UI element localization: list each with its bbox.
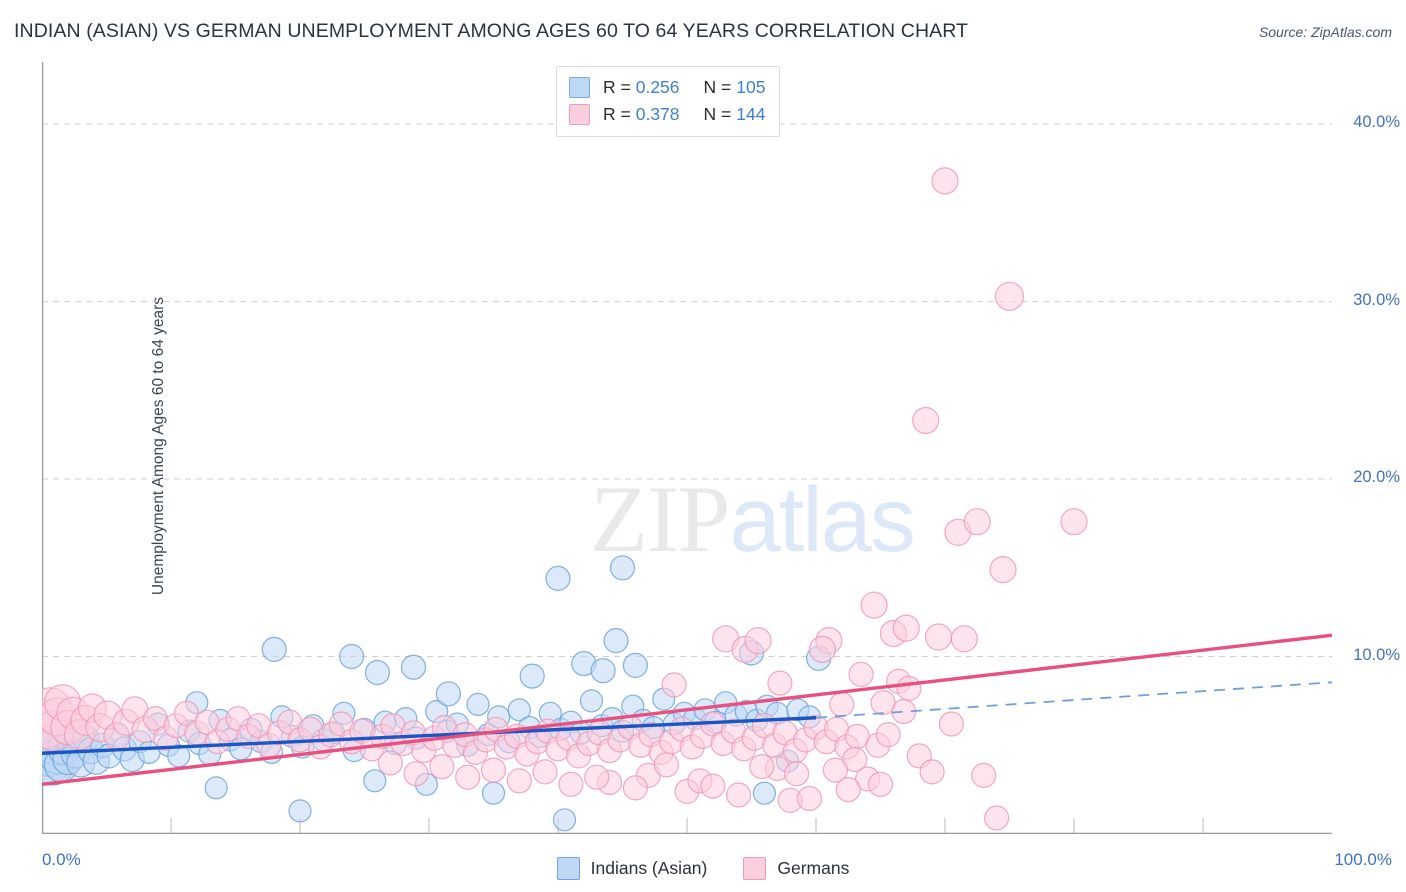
source-attribution: Source: ZipAtlas.com [1258,24,1392,40]
scatter-point [892,614,920,642]
scatter-point [519,663,545,689]
x-axis-min-label: 0.0% [42,850,81,869]
scatter-point [867,771,894,797]
plot-area: ZIPatlas [42,62,1332,834]
scatter-point [261,636,287,663]
n-label-indians: N = [703,77,732,97]
series-legend-item-germans[interactable]: Germans [743,857,849,880]
scatter-point [744,626,772,655]
legend-swatch-indians [569,77,590,98]
scatter-point [989,556,1017,584]
page-title: INDIAN (ASIAN) VS GERMAN UNEMPLOYMENT AM… [14,20,969,42]
series-label-indians: Indians (Asian) [590,858,708,878]
scatter-point [480,757,507,783]
scatter-point [808,635,837,664]
scatter-point [584,764,610,790]
scatter-point [603,627,629,654]
scatter-point [1060,508,1088,536]
scatter-point [545,565,571,592]
scatter-point [377,750,403,776]
stats-row-germans: R = 0.378 N = 144 [569,101,765,128]
scatter-point [896,675,922,702]
trendline-germans [42,633,1332,786]
scatter-point [558,771,584,797]
r-label-indians: R = [603,77,631,97]
scatter-point [971,762,997,789]
scatter-point [552,808,577,832]
scatter-point [822,757,849,783]
scatter-point [919,759,945,785]
scatter-point [400,654,427,680]
scatter-point [435,681,461,707]
scatter-point [288,799,312,823]
scatter-point [848,661,874,687]
trendline-indians-dashed [815,681,1332,719]
y-axis-tick-label: 20.0% [1353,468,1400,487]
scatter-point [963,508,991,536]
scatter-point [481,781,506,805]
n-value-germans: 144 [736,104,766,124]
scatter-point [931,167,959,195]
scatter-point [579,689,604,713]
scatter-point [532,759,558,785]
y-axis-tick-label: 40.0% [1353,113,1400,132]
scatter-point [983,805,1010,831]
scatter-point [835,776,861,803]
series-label-germans: Germans [777,858,850,878]
scatter-point [912,406,940,435]
scatter-point [725,782,752,808]
scatter-point [950,625,978,653]
scatter-point [204,776,228,800]
scatter-point [875,721,901,748]
scatter-point [796,785,823,812]
y-axis-tick-label: 30.0% [1353,290,1400,309]
scatter-point [870,690,896,716]
scatter-point [749,753,775,780]
scatter-series-germans [42,167,1088,831]
scatter-point [466,692,490,717]
scatter-point [938,711,965,737]
r-value-indians: 0.256 [635,77,680,97]
r-label-germans: R = [603,104,631,124]
series-swatch-germans [743,857,767,880]
r-value-germans: 0.378 [635,104,680,124]
scatter-point [429,753,455,780]
scatter-svg [42,62,1332,834]
scatter-point [860,591,888,619]
n-value-indians: 105 [736,77,766,97]
scatter-point [455,764,481,790]
scatter-point [653,752,680,778]
scatter-point [622,652,649,679]
series-legend-item-indians[interactable]: Indians (Asian) [556,857,708,880]
scatter-point [924,623,953,651]
scatter-point [364,659,390,686]
scatter-point [700,773,726,799]
scatter-point [752,781,777,805]
series-legend: Indians (Asian) Germans [0,857,1406,880]
x-axis-max-label: 100.0% [1334,850,1392,869]
scatter-point [842,746,868,773]
scatter-point [783,761,810,787]
trendline-indians-solid [42,716,817,755]
legend-swatch-germans [569,104,590,125]
scatter-point [403,761,429,787]
scatter-point [994,281,1025,311]
scatter-point [609,555,636,581]
scatter-point [829,691,855,718]
scatter-point [767,670,793,696]
scatter-point [622,775,649,801]
scatter-point [661,672,687,698]
series-swatch-indians [556,857,580,880]
scatter-point [590,658,616,684]
stats-row-indians: R = 0.256 N = 105 [569,74,765,101]
scatter-point [506,768,532,794]
scatter-point [339,643,365,670]
stats-legend: R = 0.256 N = 105 R = 0.378 N = 144 [556,66,781,137]
y-axis-tick-label: 10.0% [1353,645,1400,664]
n-label-germans: N = [703,104,732,124]
scatter-point [507,698,531,722]
scatter-point [363,769,387,793]
